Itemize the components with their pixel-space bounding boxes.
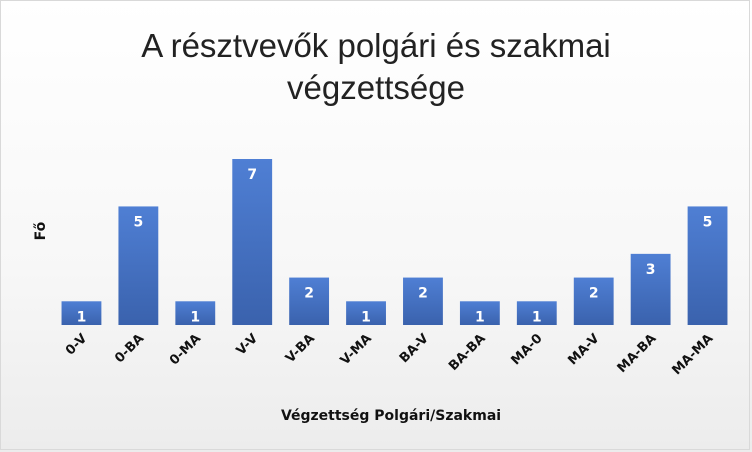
bar-V-V — [232, 159, 273, 325]
x-tick-label-0-V: 0-V — [63, 331, 90, 358]
x-tick-label-MA-V: MA-V — [565, 331, 602, 368]
bar-0-V — [61, 301, 102, 325]
bar-MA-BA — [630, 253, 671, 325]
x-tick-label-MA-MA: MA-MA — [669, 331, 716, 378]
data-label-MA-BA: 3 — [646, 262, 656, 278]
bar-V-BA — [289, 277, 330, 325]
x-tick-label-V-MA: V-MA — [338, 331, 375, 368]
x-tick-label-V-BA: V-BA — [283, 331, 318, 366]
data-label-0-MA: 1 — [190, 309, 200, 325]
bar-MA-0 — [516, 301, 557, 325]
data-label-V-BA: 2 — [304, 286, 314, 302]
bar-0-MA — [175, 301, 216, 325]
x-tick-label-BA-BA: BA-BA — [446, 331, 489, 374]
x-tick-label-MA-0: MA-0 — [509, 331, 546, 368]
x-tick-label-MA-BA: MA-BA — [615, 331, 660, 376]
data-label-BA-BA: 1 — [475, 309, 485, 325]
bar-series: 1 5 1 7 2 1 2 1 1 2 3 5 — [61, 159, 728, 325]
data-label-BA-V: 2 — [418, 286, 428, 302]
x-tick-labels: 0-V 0-BA 0-MA V-V V-BA V-MA BA-V BA-BA MA-0 MA-V M… — [63, 331, 716, 378]
x-tick-label-V-V: V-V — [234, 331, 261, 358]
bar-0-BA — [118, 206, 159, 325]
data-label-0-V: 1 — [77, 309, 87, 325]
data-label-MA-0: 1 — [532, 309, 542, 325]
chart-title-line-1: A résztvevők polgári és szakmai — [141, 27, 611, 64]
chart-title-line-2: végzettsége — [287, 69, 465, 106]
data-label-V-V: 7 — [247, 167, 257, 183]
data-label-MA-MA: 5 — [703, 214, 713, 230]
x-tick-label-0-MA: 0-MA — [167, 331, 204, 368]
bar-BA-BA — [459, 301, 500, 325]
data-label-V-MA: 1 — [361, 309, 371, 325]
bar-BA-V — [403, 277, 443, 325]
x-tick-label-0-BA: 0-BA — [112, 331, 147, 366]
bar-MA-MA — [687, 206, 728, 325]
bar-V-MA — [346, 301, 386, 325]
x-tick-label-BA-V: BA-V — [397, 331, 432, 366]
data-label-MA-V: 2 — [589, 286, 599, 302]
bar-MA-V — [573, 277, 614, 325]
data-label-0-BA: 5 — [134, 214, 144, 230]
y-axis-title: Fő — [33, 221, 49, 240]
x-axis-title: Végzettség Polgári/Szakmai — [281, 408, 501, 424]
